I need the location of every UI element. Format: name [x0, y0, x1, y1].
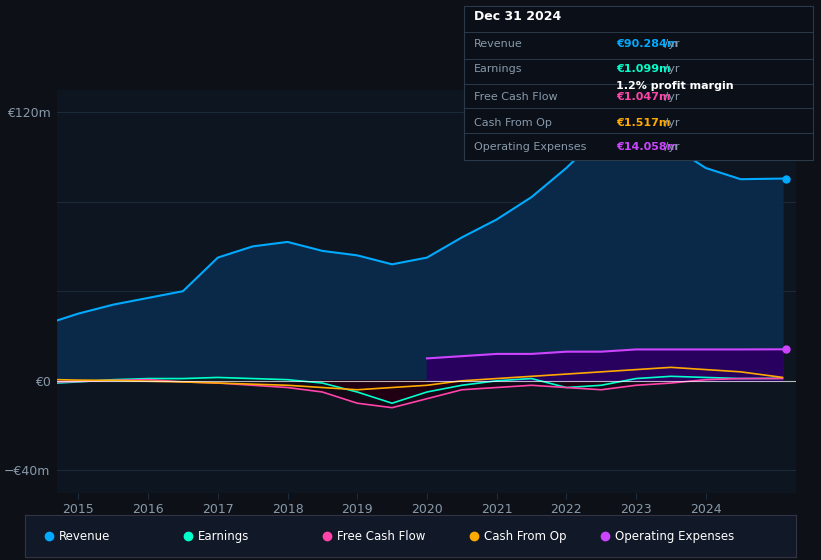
Text: /yr: /yr: [661, 39, 680, 49]
Text: Dec 31 2024: Dec 31 2024: [474, 10, 561, 23]
Text: /yr: /yr: [661, 118, 680, 128]
Text: Operating Expenses: Operating Expenses: [615, 530, 734, 543]
Text: /yr: /yr: [661, 92, 680, 102]
Text: Free Cash Flow: Free Cash Flow: [474, 92, 557, 102]
Text: Free Cash Flow: Free Cash Flow: [337, 530, 425, 543]
Text: Operating Expenses: Operating Expenses: [474, 142, 586, 152]
Text: /yr: /yr: [661, 64, 680, 74]
Text: /yr: /yr: [661, 142, 680, 152]
Text: €1.047m: €1.047m: [616, 92, 670, 102]
Text: Cash From Op: Cash From Op: [484, 530, 566, 543]
Text: Earnings: Earnings: [474, 64, 522, 74]
Text: 1.2% profit margin: 1.2% profit margin: [616, 81, 733, 91]
Text: €90.284m: €90.284m: [616, 39, 678, 49]
Text: €1.517m: €1.517m: [616, 118, 670, 128]
Text: Revenue: Revenue: [474, 39, 522, 49]
Text: €1.099m: €1.099m: [616, 64, 671, 74]
Text: Revenue: Revenue: [59, 530, 111, 543]
Text: €14.058m: €14.058m: [616, 142, 678, 152]
Text: Cash From Op: Cash From Op: [474, 118, 552, 128]
Text: Earnings: Earnings: [199, 530, 250, 543]
